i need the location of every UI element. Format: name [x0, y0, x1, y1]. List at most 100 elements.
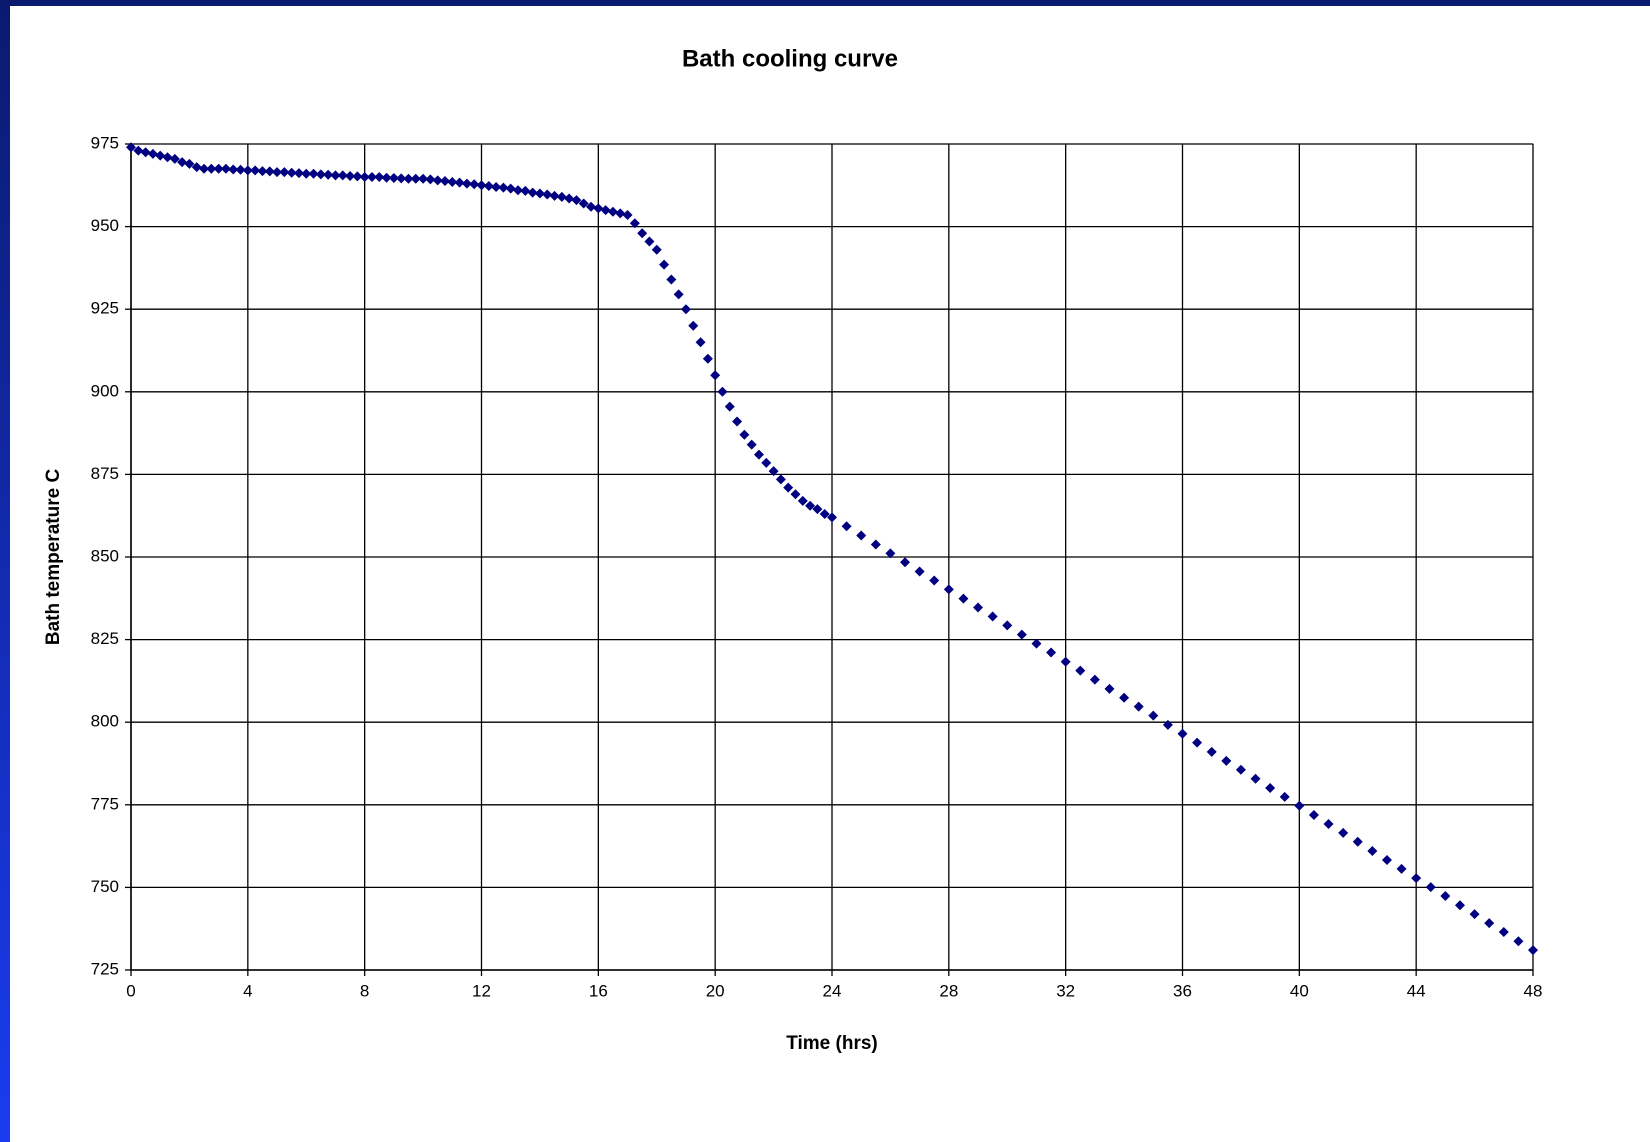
data-point [900, 557, 911, 568]
chart-title: Bath cooling curve [682, 45, 898, 72]
y-tick-label: 825 [91, 629, 119, 648]
data-point [1396, 863, 1407, 874]
data-point [564, 193, 575, 204]
data-point [644, 236, 655, 247]
data-point [169, 153, 180, 164]
data-point [805, 500, 816, 511]
data-point [724, 401, 735, 412]
data-point [680, 304, 691, 315]
data-point [352, 171, 363, 182]
data-point [177, 157, 188, 168]
data-point [359, 172, 370, 183]
data-point [746, 439, 757, 450]
data-point [856, 530, 867, 541]
data-point [812, 504, 823, 515]
data-point [469, 179, 480, 190]
data-point [257, 166, 268, 177]
data-point [191, 162, 202, 173]
data-point [432, 175, 443, 186]
data-point [973, 602, 984, 613]
data-point [1265, 782, 1276, 793]
data-point [790, 489, 801, 500]
data-point [396, 173, 407, 184]
x-tick-label: 0 [126, 981, 135, 1000]
data-point [1119, 692, 1130, 703]
data-point [505, 183, 516, 194]
y-tick-label: 725 [91, 959, 119, 978]
y-tick-label: 900 [91, 381, 119, 400]
x-axis-label: Time (hrs) [786, 1033, 878, 1054]
data-point [702, 353, 713, 364]
data-point [1162, 719, 1173, 730]
data-point [666, 274, 677, 285]
data-point [250, 165, 261, 176]
data-point [388, 173, 399, 184]
data-point [739, 429, 750, 440]
data-point [199, 163, 210, 174]
data-point [1075, 665, 1086, 676]
y-axis-label: Bath temperature C [43, 469, 64, 646]
data-point [1323, 818, 1334, 829]
data-point [126, 142, 136, 153]
data-point [403, 173, 414, 184]
data-point [1498, 927, 1509, 938]
data-point [410, 173, 421, 184]
data-point [914, 566, 925, 577]
x-tick-label: 48 [1524, 981, 1543, 1000]
data-point [242, 165, 253, 176]
data-point [345, 171, 356, 182]
data-point [1148, 710, 1159, 721]
y-tick-label: 925 [91, 299, 119, 318]
data-point [228, 164, 239, 175]
top-border [0, 0, 1650, 6]
y-tick-label: 850 [91, 546, 119, 565]
data-point [1425, 882, 1436, 893]
data-point [184, 158, 195, 169]
data-point [1002, 620, 1013, 631]
data-point [447, 176, 458, 187]
data-point [1367, 846, 1378, 857]
data-point [1528, 945, 1538, 956]
data-point [732, 416, 743, 427]
data-point [1177, 728, 1188, 739]
data-point [1294, 800, 1305, 811]
data-point [147, 148, 158, 159]
data-point [527, 187, 538, 198]
data-point [301, 168, 312, 179]
data-point [1235, 764, 1246, 775]
data-point [1016, 629, 1027, 640]
data-point [308, 168, 319, 179]
data-point [841, 521, 852, 532]
data-point [140, 147, 151, 158]
data-point [673, 289, 684, 300]
data-point [1484, 918, 1495, 929]
data-point [213, 163, 224, 174]
x-tick-label: 8 [360, 981, 369, 1000]
x-tick-label: 20 [706, 981, 725, 1000]
x-tick-label: 32 [1056, 981, 1075, 1000]
data-point [534, 188, 545, 199]
data-point [520, 185, 531, 196]
y-tick-label: 875 [91, 464, 119, 483]
data-point [688, 320, 699, 331]
data-point [155, 150, 166, 161]
data-point [286, 167, 297, 178]
data-point [600, 205, 611, 216]
data-point [1250, 773, 1261, 784]
data-point [549, 190, 560, 201]
data-point [958, 593, 969, 604]
data-point [1089, 674, 1100, 685]
data-point [315, 169, 326, 180]
data-point [710, 370, 721, 381]
data-point [491, 181, 502, 192]
x-tick-label: 36 [1173, 981, 1192, 1000]
data-point [987, 611, 998, 622]
data-point [513, 185, 524, 196]
data-point [615, 208, 626, 219]
data-point [695, 337, 706, 348]
y-tick-label: 775 [91, 794, 119, 813]
data-point [885, 548, 896, 559]
data-point [1440, 890, 1451, 901]
data-point [629, 218, 640, 229]
x-tick-label: 12 [472, 981, 491, 1000]
